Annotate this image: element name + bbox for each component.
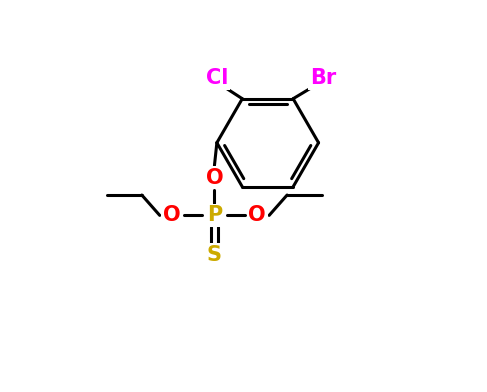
Text: O: O [206,168,223,188]
Text: Br: Br [310,68,337,88]
Text: O: O [163,205,181,225]
Text: P: P [207,205,222,225]
Text: O: O [248,205,266,225]
Text: Cl: Cl [206,68,228,88]
Text: S: S [207,245,222,265]
